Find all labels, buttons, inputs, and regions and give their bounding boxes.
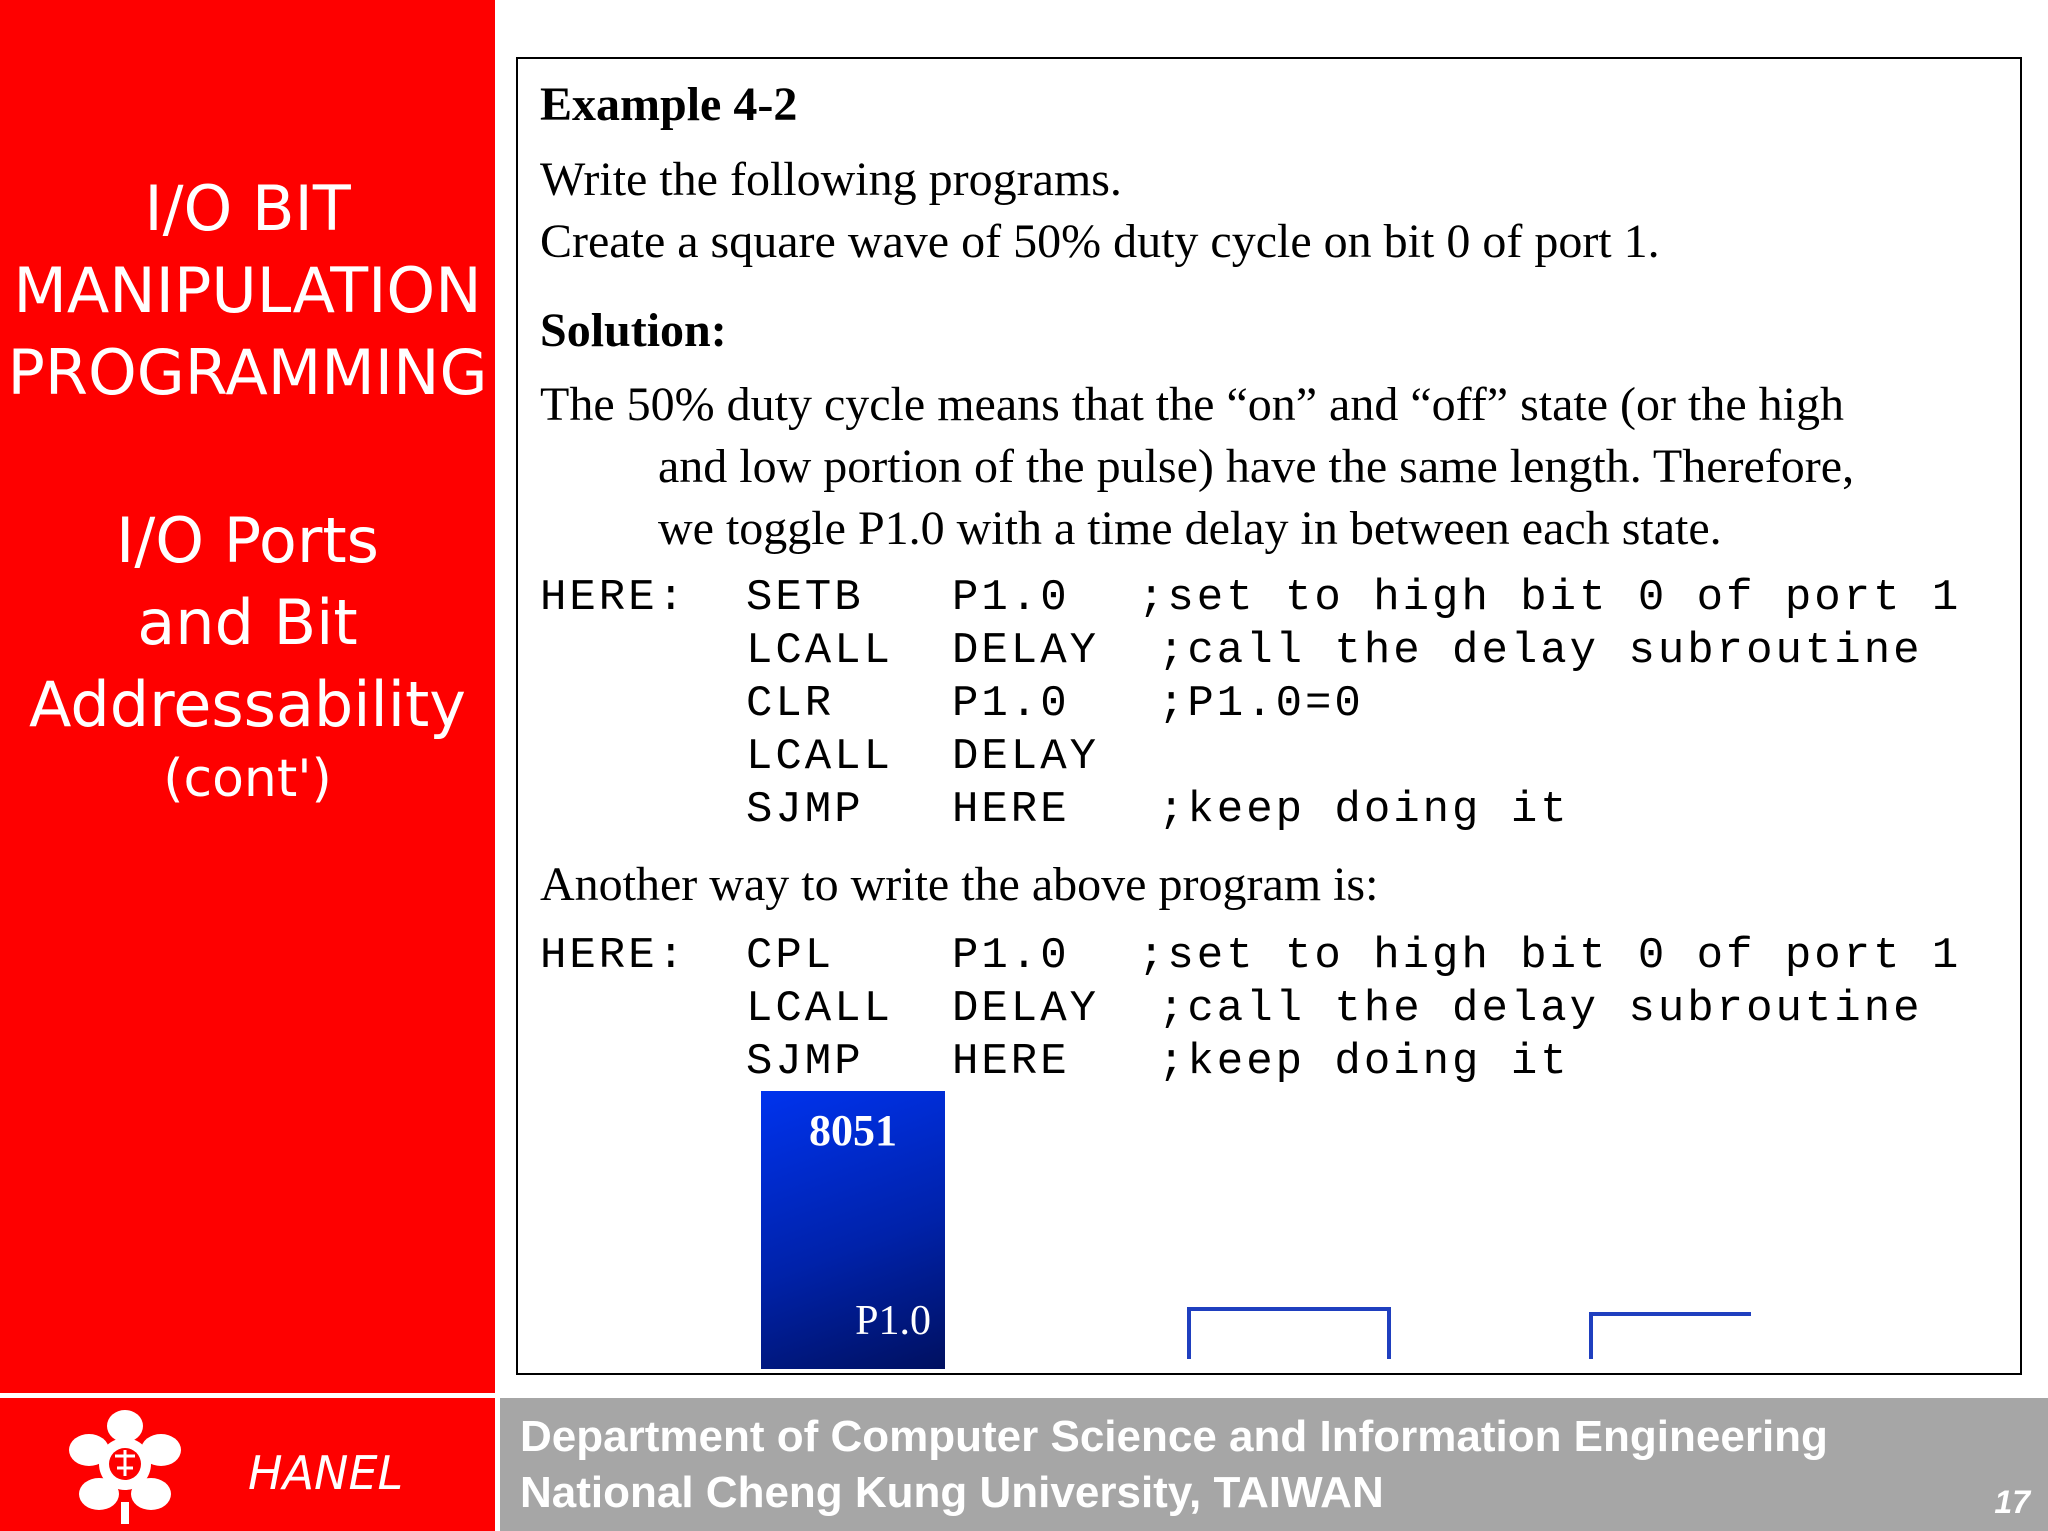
- footer-right: Department of Computer Science and Infor…: [500, 1398, 2048, 1531]
- code-arg: P1.0: [952, 931, 1070, 981]
- solution-paragraph-line-1: The 50% duty cycle means that the “on” a…: [540, 378, 1844, 431]
- section-subtitle: I/O Ports and Bit Addressability (cont'): [0, 500, 495, 812]
- page-number: 17: [1994, 1484, 2030, 1520]
- footer-left: HANEL: [0, 1398, 495, 1531]
- chip-8051: 8051 P1.0: [761, 1091, 945, 1369]
- example-content-box: Example 4-2 Write the following programs…: [516, 57, 2022, 1375]
- code-arg: DELAY: [952, 732, 1100, 782]
- chip-name: 8051: [809, 1106, 897, 1155]
- square-wave-diagram: [1187, 1307, 1751, 1359]
- university-logo-icon: [69, 1410, 181, 1524]
- section-title-line-2: MANIPULATION: [13, 254, 482, 327]
- author-name: HANEL: [248, 1446, 404, 1500]
- code-arg: P1.0: [952, 573, 1070, 623]
- code-arg: DELAY: [952, 626, 1100, 676]
- code-comment: ;keep doing it: [1158, 1037, 1570, 1087]
- code-op: CPL: [746, 931, 835, 981]
- code-op: CLR: [746, 679, 835, 729]
- code-arg: HERE: [952, 785, 1070, 835]
- code-comment: ;set to high bit 0 of port 1: [1138, 931, 1962, 981]
- code-arg: DELAY: [952, 984, 1100, 1034]
- code-op: LCALL: [746, 626, 894, 676]
- code-op: SJMP: [746, 785, 864, 835]
- square-wave-signal: [1187, 1307, 1751, 1359]
- section-title-line-1: I/O BIT: [144, 172, 351, 245]
- solution-label: Solution:: [540, 304, 727, 357]
- code-arg: HERE: [952, 1037, 1070, 1087]
- code-op: SETB: [746, 573, 864, 623]
- another-way-text: Another way to write the above program i…: [540, 858, 1379, 911]
- section-title: I/O BIT MANIPULATION PROGRAMMING: [0, 168, 495, 414]
- department-name: Department of Computer Science and Infor…: [520, 1412, 1828, 1461]
- example-title: Example 4-2: [540, 78, 798, 131]
- code-comment: ;call the delay subroutine: [1158, 626, 1923, 676]
- section-subtitle-line-3: Addressability: [29, 668, 466, 741]
- solution-paragraph-line-2: and low portion of the pulse) have the s…: [658, 440, 1855, 493]
- code-arg: P1.0: [952, 679, 1070, 729]
- code-op: LCALL: [746, 732, 894, 782]
- code-comment: ;set to high bit 0 of port 1: [1138, 573, 1962, 623]
- sidebar: I/O BIT MANIPULATION PROGRAMMING I/O Por…: [0, 0, 495, 1393]
- section-subtitle-line-2: and Bit: [137, 586, 358, 659]
- code-comment: ;call the delay subroutine: [1158, 984, 1923, 1034]
- code-comment: ;keep doing it: [1158, 785, 1570, 835]
- solution-paragraph-line-3: we toggle P1.0 with a time delay in betw…: [658, 502, 1722, 555]
- chip-pin-label: P1.0: [855, 1298, 931, 1344]
- university-name: National Cheng Kung University, TAIWAN: [520, 1468, 1384, 1517]
- code-op: SJMP: [746, 1037, 864, 1087]
- code-label: HERE:: [540, 573, 688, 623]
- continued-label: (cont'): [163, 749, 332, 809]
- prompt-line-1: Write the following programs.: [540, 153, 1122, 206]
- section-title-line-3: PROGRAMMING: [7, 336, 488, 409]
- code-comment: ;P1.0=0: [1158, 679, 1364, 729]
- code-op: LCALL: [746, 984, 894, 1034]
- code-label: HERE:: [540, 931, 688, 981]
- prompt-line-2: Create a square wave of 50% duty cycle o…: [540, 215, 1660, 268]
- section-subtitle-line-1: I/O Ports: [116, 504, 379, 577]
